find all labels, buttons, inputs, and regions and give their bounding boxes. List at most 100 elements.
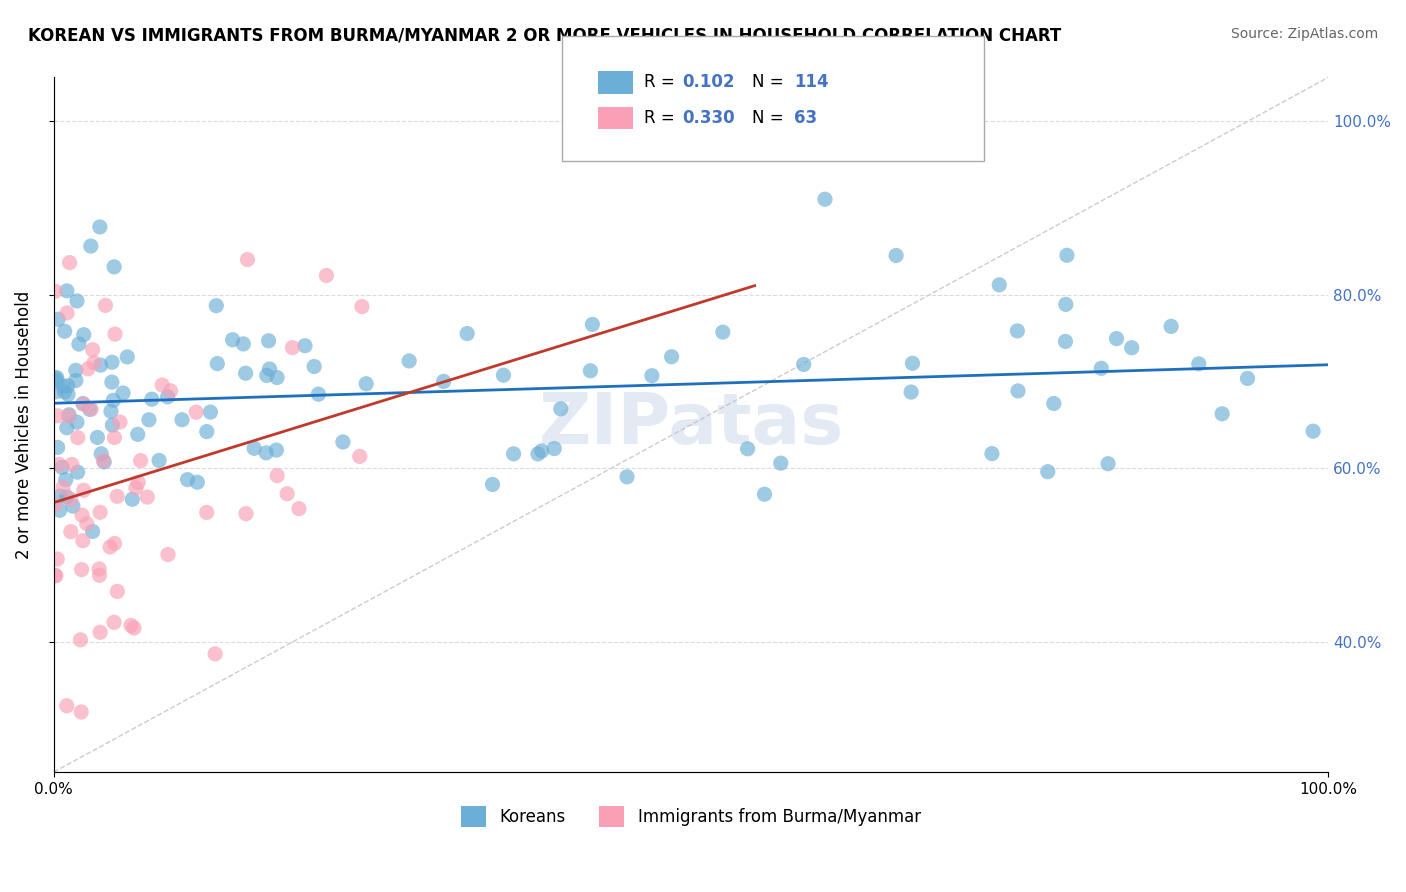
Immigrants from Burma/Myanmar [195,505,218,519]
Legend: Koreans, Immigrants from Burma/Myanmar: Koreans, Immigrants from Burma/Myanmar [454,799,928,833]
Koreans [502,447,524,461]
Koreans [243,442,266,456]
Koreans [51,460,73,475]
Koreans [1302,424,1324,438]
Immigrants from Burma/Myanmar [105,489,128,503]
Koreans [67,337,90,351]
Koreans [398,354,420,368]
Koreans [332,435,354,450]
Koreans [481,477,503,491]
Koreans [579,364,602,378]
Immigrants from Burma/Myanmar [59,492,82,507]
Immigrants from Burma/Myanmar [76,516,98,531]
Immigrants from Burma/Myanmar [46,552,69,566]
Koreans [793,358,815,372]
Koreans [1056,248,1078,262]
Koreans [1105,332,1128,346]
Immigrants from Burma/Myanmar [56,306,79,320]
Immigrants from Burma/Myanmar [105,584,128,599]
Immigrants from Burma/Myanmar [70,563,93,577]
Text: 0.102: 0.102 [682,73,734,91]
Immigrants from Burma/Myanmar [83,356,105,370]
Immigrants from Burma/Myanmar [44,284,66,298]
Koreans [1036,465,1059,479]
Text: 114: 114 [794,73,830,91]
Immigrants from Burma/Myanmar [288,501,311,516]
Text: KOREAN VS IMMIGRANTS FROM BURMA/MYANMAR 2 OR MORE VEHICLES IN HOUSEHOLD CORRELAT: KOREAN VS IMMIGRANTS FROM BURMA/MYANMAR … [28,27,1062,45]
Koreans [550,401,572,416]
Immigrants from Burma/Myanmar [66,431,89,445]
Koreans [62,499,84,513]
Koreans [44,371,66,385]
Immigrants from Burma/Myanmar [70,705,93,719]
Koreans [103,260,125,274]
Immigrants from Burma/Myanmar [73,483,96,498]
Koreans [433,375,456,389]
Koreans [73,327,96,342]
Immigrants from Burma/Myanmar [69,632,91,647]
Immigrants from Burma/Myanmar [204,647,226,661]
Koreans [814,192,837,206]
Immigrants from Burma/Myanmar [186,405,208,419]
Immigrants from Burma/Myanmar [89,568,111,582]
Koreans [200,405,222,419]
Text: R =: R = [644,73,681,91]
Text: N =: N = [752,109,789,127]
Koreans [89,219,111,234]
Koreans [1211,407,1233,421]
Immigrants from Burma/Myanmar [127,475,149,490]
Immigrants from Burma/Myanmar [350,300,373,314]
Immigrants from Burma/Myanmar [45,569,67,583]
Immigrants from Burma/Myanmar [89,505,111,519]
Text: ZIPatas: ZIPatas [538,390,844,459]
Koreans [55,490,77,504]
Koreans [1121,341,1143,355]
Koreans [1090,361,1112,376]
Koreans [1007,324,1029,338]
Immigrants from Burma/Myanmar [89,625,111,640]
Koreans [1007,384,1029,398]
Text: R =: R = [644,109,681,127]
Koreans [1236,371,1258,385]
Text: 63: 63 [794,109,817,127]
Koreans [45,384,67,399]
Koreans [65,374,87,388]
Koreans [900,385,922,400]
Koreans [456,326,478,341]
Immigrants from Burma/Myanmar [58,409,80,424]
Immigrants from Burma/Myanmar [72,533,94,548]
Koreans [641,368,664,383]
Koreans [66,293,89,308]
Immigrants from Burma/Myanmar [129,453,152,467]
Koreans [256,368,278,383]
Koreans [93,455,115,469]
Koreans [530,443,553,458]
Koreans [46,312,69,326]
Koreans [176,473,198,487]
Immigrants from Burma/Myanmar [72,397,94,411]
Koreans [82,524,104,539]
Immigrants from Burma/Myanmar [136,490,159,504]
Koreans [769,456,792,470]
Text: Source: ZipAtlas.com: Source: ZipAtlas.com [1230,27,1378,41]
Immigrants from Burma/Myanmar [89,562,111,576]
Koreans [100,404,122,418]
Y-axis label: 2 or more Vehicles in Household: 2 or more Vehicles in Household [15,291,32,559]
Koreans [205,299,228,313]
Koreans [170,413,193,427]
Immigrants from Burma/Myanmar [46,409,69,423]
Koreans [121,492,143,507]
Koreans [492,368,515,383]
Koreans [138,413,160,427]
Koreans [156,390,179,404]
Koreans [45,374,67,388]
Immigrants from Burma/Myanmar [108,415,131,429]
Immigrants from Burma/Myanmar [159,384,181,398]
Koreans [117,350,139,364]
Immigrants from Burma/Myanmar [276,487,298,501]
Text: 0.330: 0.330 [682,109,734,127]
Immigrants from Burma/Myanmar [103,536,125,550]
Koreans [101,418,124,433]
Immigrants from Burma/Myanmar [236,252,259,267]
Koreans [661,350,683,364]
